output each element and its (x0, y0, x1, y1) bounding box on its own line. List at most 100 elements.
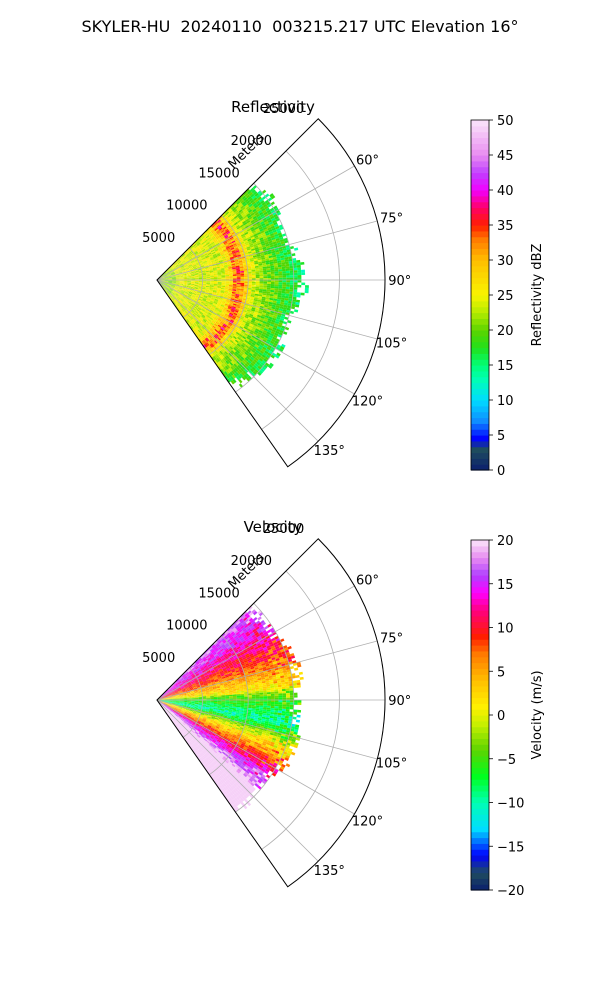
colorbar-segment (471, 201, 489, 209)
azimuth-tick-label: 120° (352, 814, 383, 829)
colorbar-segment (471, 289, 489, 296)
radial-tick-label: 5000 (142, 651, 175, 666)
colorbar-segment (471, 370, 489, 378)
range-ring (209, 215, 249, 356)
colorbar-segment (471, 540, 489, 547)
colorbar-segment (471, 545, 489, 553)
colorbar-segment (471, 645, 489, 652)
colorbar-segment (471, 353, 489, 360)
range-ring (287, 538, 386, 888)
azimuth-tick-label: 60° (356, 154, 379, 169)
colorbar-segment (471, 738, 489, 745)
sector-frame (156, 538, 386, 888)
reflectivity-colorbar: 0 5 10 15 20 25 30 35 40 45 50 Reflectivity dBZ (470, 114, 545, 479)
colorbar-segment (471, 557, 489, 564)
colorbar-segment (471, 195, 489, 203)
colorbar-segment (471, 149, 489, 156)
colorbar-tick-label: 15 (497, 578, 514, 593)
colorbar-segment (471, 820, 489, 827)
colorbar-segment (471, 376, 489, 384)
colorbar-tick-label: 5 (497, 429, 505, 444)
colorbar-segment (471, 411, 489, 419)
colorbar-segment (471, 143, 489, 150)
range-ring (182, 667, 203, 738)
colorbar-segment (471, 400, 489, 407)
colorbar-tick-label: 10 (497, 622, 514, 637)
colorbar-segment (471, 639, 489, 646)
colorbar-segment (471, 382, 489, 389)
colorbar-segment (471, 825, 489, 833)
azimuth-tick-label: 90° (388, 694, 411, 709)
colorbar-segment (471, 452, 489, 459)
azimuth-spoke (156, 279, 355, 395)
colorbar-segment (471, 767, 489, 774)
colorbar-segment (471, 283, 489, 290)
colorbar-segment (471, 761, 489, 769)
colorbar-segment (471, 271, 489, 279)
polar-grid (156, 538, 386, 888)
colorbar-segment (471, 674, 489, 681)
colorbar-tick-label: 0 (497, 709, 505, 724)
range-ring (182, 247, 203, 318)
colorbar-segment (471, 726, 489, 734)
radial-tick-label: 10000 (166, 619, 207, 634)
colorbar-segment (471, 423, 489, 430)
colorbar-tick-label: 25 (497, 289, 514, 304)
colorbar-segment (471, 773, 489, 780)
colorbar-segment (471, 604, 489, 611)
colorbar-segment (471, 306, 489, 314)
colorbar-tick-label: 0 (497, 464, 505, 479)
reflectivity-field (157, 184, 309, 388)
colorbar-tick-label: 40 (497, 184, 514, 199)
colorbar-segment (471, 668, 489, 675)
colorbar-segment (471, 790, 489, 798)
colorbar-segment (471, 878, 489, 885)
range-ring (235, 602, 295, 813)
colorbar-segment (471, 265, 489, 273)
azimuth-spoke (156, 699, 355, 815)
colorbar-segment (471, 691, 489, 699)
colorbar-segment (471, 120, 489, 127)
colorbar-segment (471, 785, 489, 792)
colorbar-segment (471, 160, 489, 168)
colorbar-segment (471, 324, 489, 331)
colorbar-segment (471, 166, 489, 174)
colorbar-segment (471, 720, 489, 728)
colorbar-segment (471, 341, 489, 349)
colorbar-segment (471, 837, 489, 844)
colorbar-segment (471, 440, 489, 448)
colorbar-tick-label: −10 (497, 797, 524, 812)
colorbar-segment (471, 680, 489, 687)
sector-frame (156, 118, 386, 468)
azimuth-spoke (156, 699, 378, 760)
azimuth-spoke (156, 640, 378, 701)
azimuth-tick-label: 75° (380, 632, 403, 647)
colorbar-segment (471, 300, 489, 308)
azimuth-tick-label: 90° (388, 274, 411, 289)
colorbar-segment (471, 213, 489, 220)
range-ring (261, 150, 340, 430)
colorbar-segment (471, 685, 489, 693)
azimuth-spoke (156, 699, 319, 862)
colorbar-segment (471, 814, 489, 821)
colorbar-segment (471, 580, 489, 588)
colorbar-segment (471, 563, 489, 570)
colorbar-segment (471, 446, 489, 454)
colorbar-tick-label: 30 (497, 254, 514, 269)
colorbar-segment (471, 295, 489, 302)
colorbar-segment (471, 207, 489, 214)
colorbar-segment (471, 347, 489, 354)
azimuth-tick-label: 135° (314, 864, 345, 879)
colorbar-segment (471, 744, 489, 751)
colorbar-segment (471, 225, 489, 232)
colorbar-segment (471, 755, 489, 763)
range-ring (235, 182, 295, 393)
colorbar-segment (471, 586, 489, 594)
colorbar-label: Velocity (m/s) (530, 670, 545, 759)
colorbar-segment (471, 335, 489, 343)
colorbar-segment (471, 365, 489, 372)
colorbar-segment (471, 125, 489, 133)
colorbar-segment (471, 750, 489, 757)
colorbar-segment (471, 155, 489, 162)
